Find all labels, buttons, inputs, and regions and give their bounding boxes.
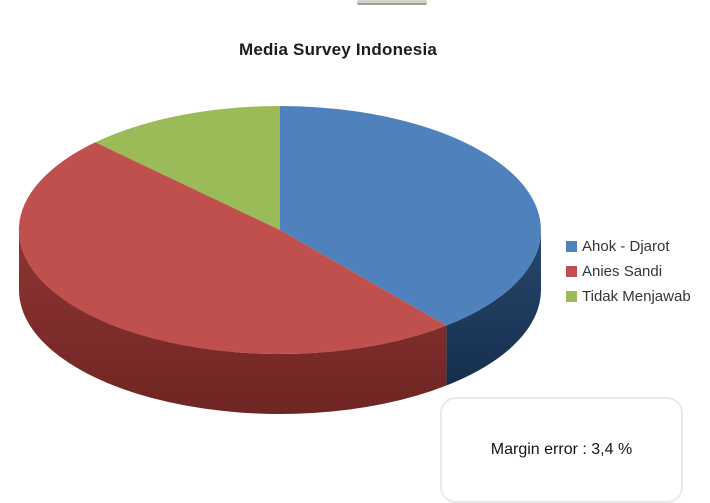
pie-slice-anies-sandi xyxy=(18,142,447,355)
margin-error-text: Margin error : 3,4 % xyxy=(490,441,633,458)
chart-legend: Ahok - Djarot Anies Sandi Tidak Menjawab xyxy=(566,238,691,305)
chart-title: Media Survey Indonesia xyxy=(238,40,438,59)
pie-side-ahok-djarot xyxy=(446,230,541,386)
pie-slice-ahok-djarot xyxy=(280,106,541,326)
legend-item: Tidak Menjawab xyxy=(566,288,691,305)
pie-side-anies-sandi xyxy=(19,230,447,414)
cropped-scrollbar[interactable] xyxy=(357,0,427,5)
legend-label: Anies Sandi xyxy=(582,263,663,280)
pie-slice-tidak-menjawab xyxy=(95,106,281,230)
legend-label: Ahok - Djarot xyxy=(582,238,670,255)
legend-item: Anies Sandi xyxy=(566,263,691,280)
legend-swatch-red xyxy=(566,266,577,277)
margin-error-box: Margin error : 3,4 % xyxy=(440,397,683,503)
legend-item: Ahok - Djarot xyxy=(566,238,691,255)
legend-swatch-blue xyxy=(566,241,577,252)
pie-chart xyxy=(18,106,541,414)
legend-swatch-green xyxy=(566,291,577,302)
legend-label: Tidak Menjawab xyxy=(582,288,691,305)
